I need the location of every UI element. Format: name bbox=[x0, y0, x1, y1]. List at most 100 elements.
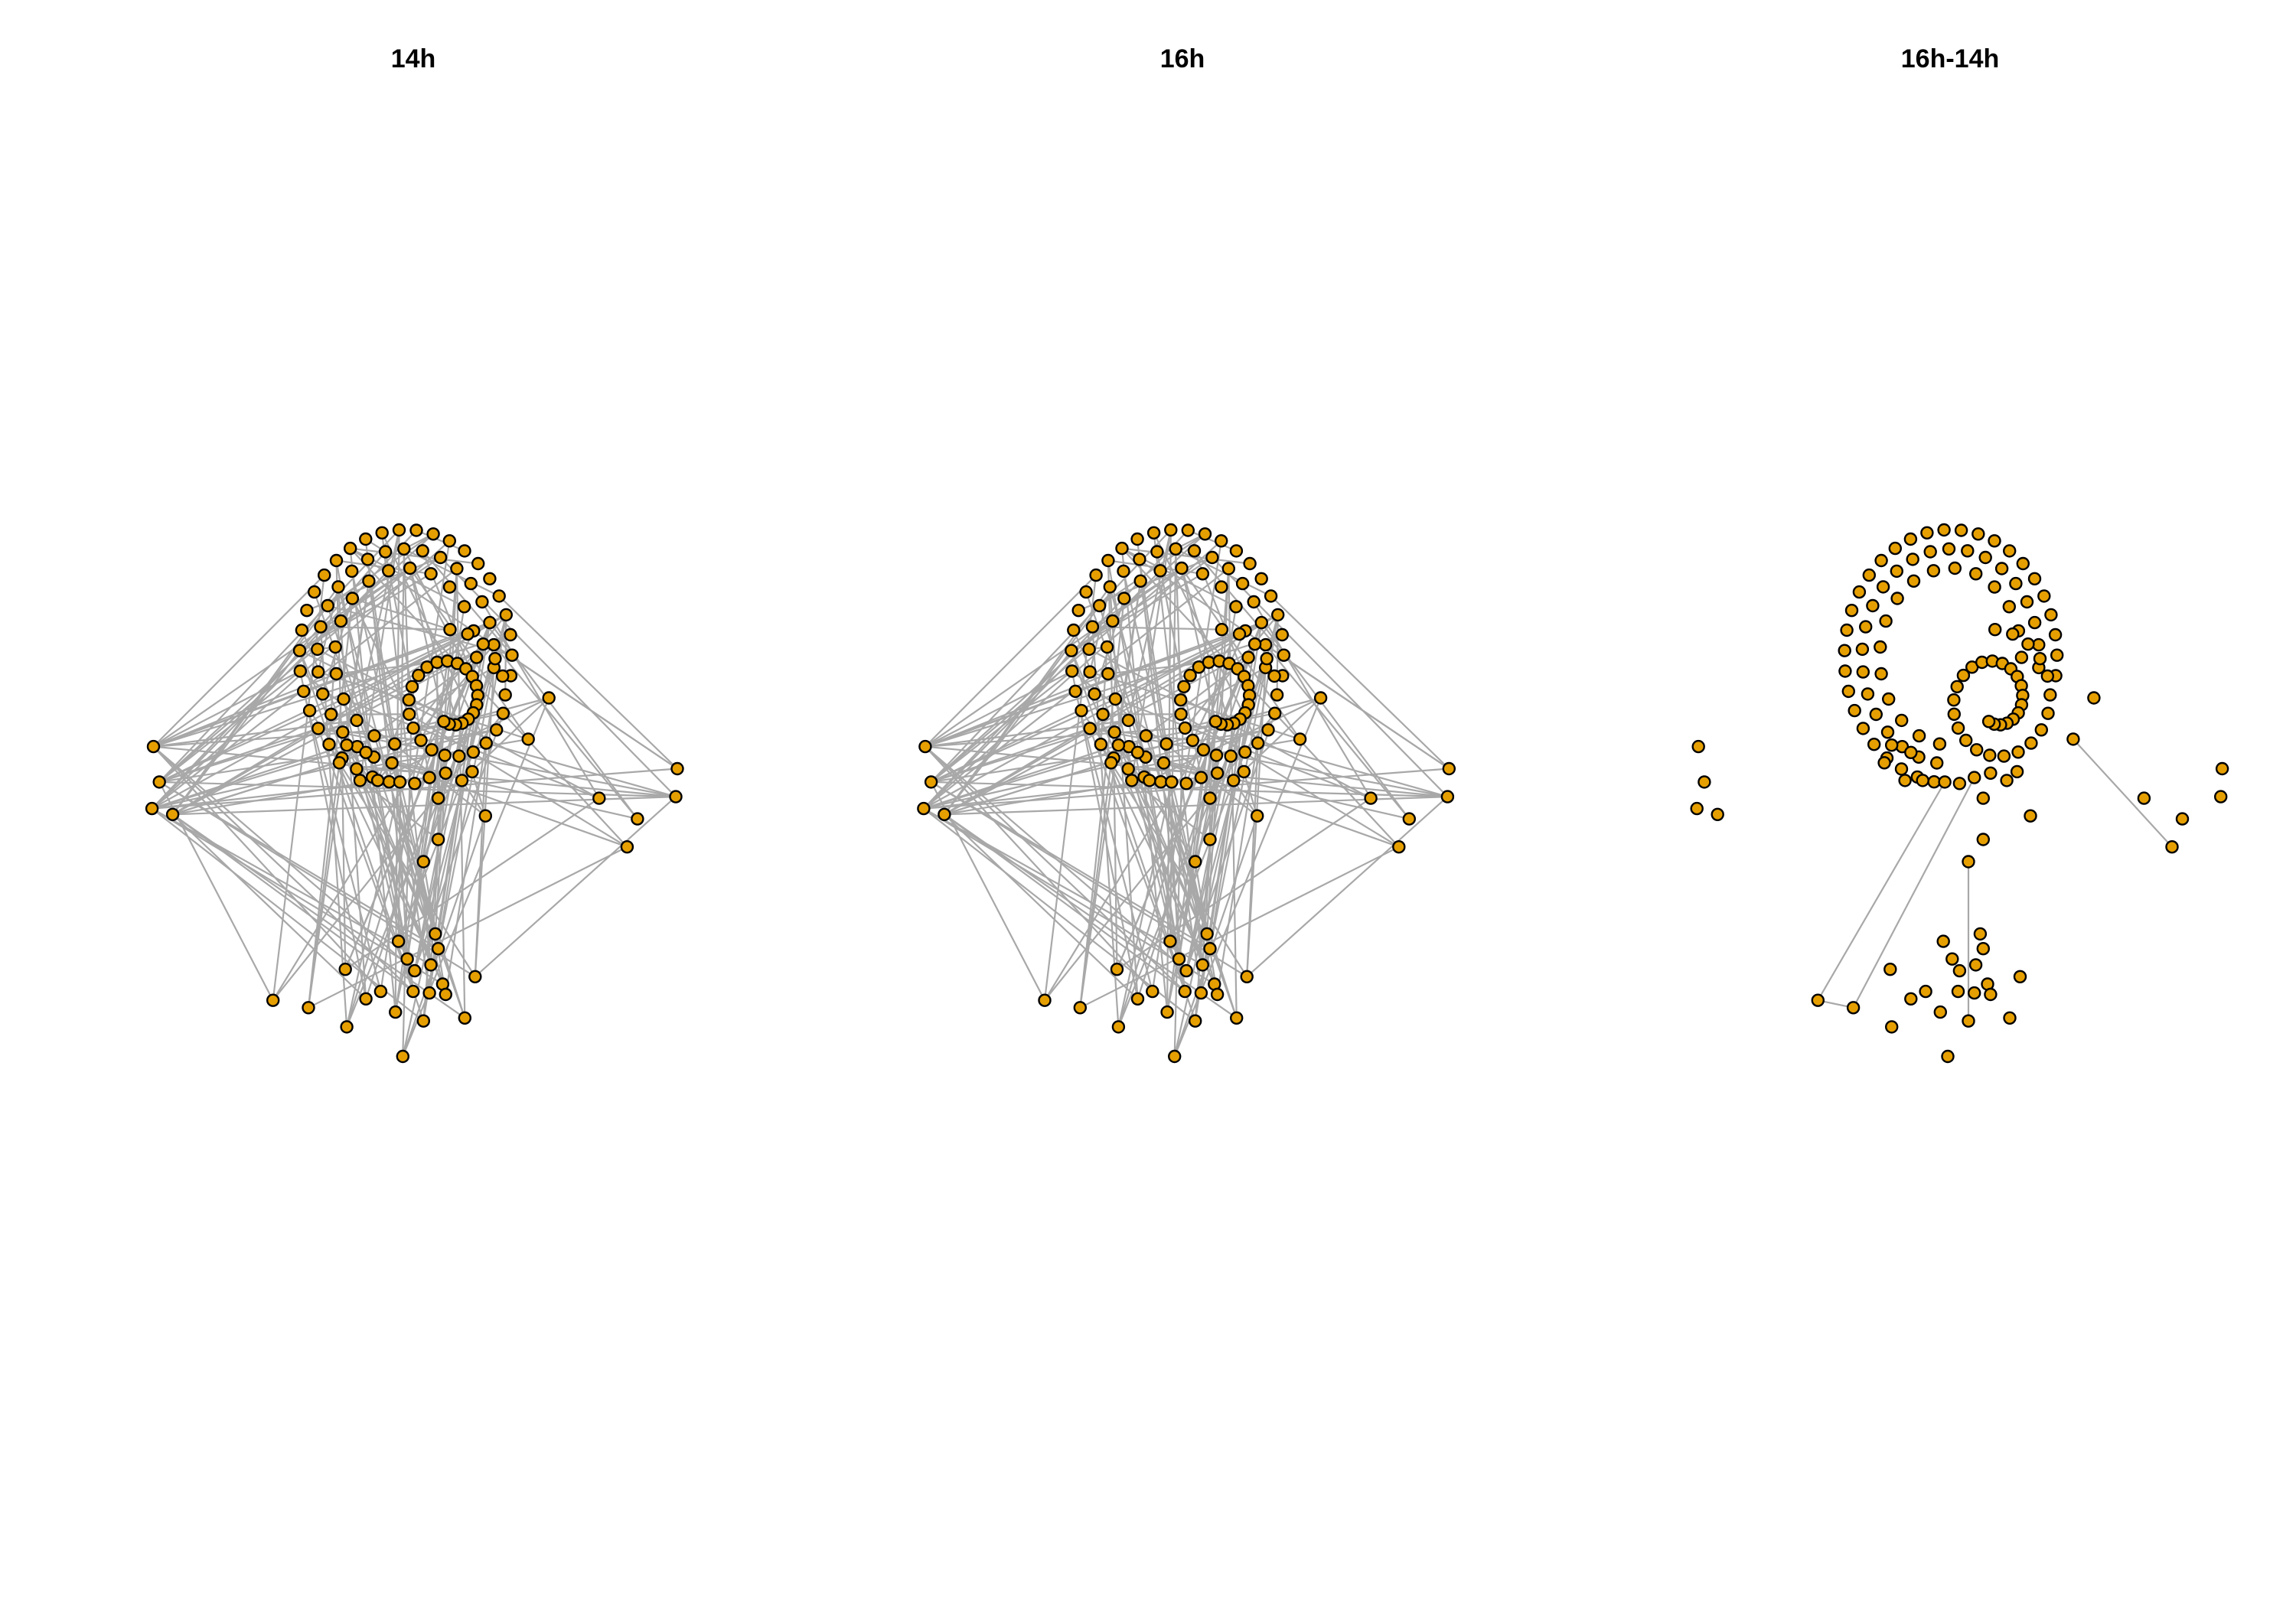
network-node bbox=[1981, 715, 1996, 729]
network-node bbox=[1984, 987, 1998, 1002]
network-node bbox=[367, 729, 381, 743]
network-panel-16h bbox=[917, 523, 1456, 1064]
network-node bbox=[1691, 739, 1705, 754]
network-node bbox=[2037, 589, 2051, 603]
network-node bbox=[382, 775, 396, 789]
network-node bbox=[324, 707, 338, 722]
network-node bbox=[1973, 927, 1988, 941]
network-node bbox=[416, 1014, 430, 1028]
network-edge bbox=[923, 807, 1215, 985]
network-node bbox=[322, 738, 336, 751]
network-node bbox=[1838, 664, 1852, 678]
network-node bbox=[393, 775, 407, 789]
network-node bbox=[2013, 970, 2027, 984]
network-node bbox=[2048, 627, 2063, 642]
network-node bbox=[328, 640, 342, 654]
network-edge bbox=[930, 529, 1172, 783]
network-node bbox=[152, 775, 166, 789]
network-edge bbox=[298, 572, 432, 652]
network-node bbox=[2006, 627, 2020, 641]
network-node bbox=[359, 532, 373, 546]
network-node bbox=[1101, 553, 1115, 568]
network-node bbox=[1270, 688, 1284, 702]
network-node bbox=[295, 623, 309, 637]
network-node bbox=[2165, 839, 2179, 854]
network-edge bbox=[403, 549, 410, 700]
network-edge bbox=[485, 742, 677, 798]
network-edge bbox=[944, 650, 1072, 815]
network-node bbox=[1876, 580, 1890, 594]
network-node bbox=[375, 526, 389, 539]
network-node bbox=[350, 713, 364, 728]
network-node bbox=[266, 993, 280, 1007]
network-node bbox=[1251, 736, 1265, 750]
network-edge bbox=[498, 595, 678, 770]
network-node bbox=[924, 775, 938, 789]
network-node bbox=[2215, 761, 2229, 776]
network-edge bbox=[1192, 630, 1247, 741]
network-node bbox=[1867, 738, 1881, 751]
network-node bbox=[408, 777, 422, 790]
network-edge bbox=[299, 650, 450, 725]
network-edge bbox=[420, 630, 475, 741]
network-node bbox=[438, 748, 452, 762]
network-edge bbox=[1264, 644, 1450, 770]
network-node bbox=[1254, 615, 1269, 630]
network-panel-14h bbox=[145, 523, 684, 1064]
network-edge bbox=[1107, 661, 1209, 675]
network-node bbox=[316, 687, 330, 701]
network-node bbox=[1855, 642, 1870, 657]
network-node bbox=[424, 958, 438, 972]
network-node bbox=[345, 564, 359, 579]
network-node bbox=[1898, 774, 1912, 787]
network-edge bbox=[413, 614, 507, 729]
network-edge bbox=[171, 813, 367, 1000]
network-edge bbox=[1081, 709, 1115, 759]
network-edge bbox=[493, 644, 638, 820]
network-node bbox=[1844, 604, 1859, 618]
network-node bbox=[406, 721, 420, 735]
network-node bbox=[1838, 644, 1851, 657]
network-node bbox=[1988, 623, 2002, 637]
network-edge bbox=[351, 598, 410, 715]
network-edge bbox=[402, 815, 487, 1057]
network-node bbox=[450, 562, 464, 575]
network-node bbox=[1195, 958, 1210, 972]
network-node bbox=[1164, 523, 1178, 537]
network-node bbox=[1107, 725, 1121, 739]
network-node bbox=[2175, 812, 2190, 826]
network-node bbox=[1121, 762, 1135, 776]
network-edge bbox=[1246, 796, 1449, 978]
network-node bbox=[2213, 790, 2228, 804]
network-edge bbox=[448, 568, 458, 725]
network-node bbox=[1874, 667, 1888, 681]
network-node bbox=[2020, 595, 2034, 609]
network-node bbox=[1261, 723, 1275, 737]
network-node bbox=[1277, 648, 1291, 662]
network-node bbox=[1187, 544, 1202, 558]
network-node bbox=[1874, 640, 1887, 654]
network-node bbox=[1711, 807, 1724, 822]
network-node bbox=[400, 952, 414, 966]
network-node bbox=[1121, 713, 1136, 728]
network-node bbox=[1083, 665, 1097, 679]
network-node bbox=[442, 534, 456, 548]
network-node bbox=[483, 572, 497, 585]
network-edge bbox=[1071, 556, 1213, 652]
network-node bbox=[1927, 775, 1941, 789]
network-node bbox=[422, 986, 436, 1000]
network-edge bbox=[1180, 667, 1267, 715]
network-node bbox=[1183, 668, 1197, 683]
network-node bbox=[1933, 1005, 1948, 1019]
network-node bbox=[1904, 992, 1918, 1006]
nodes bbox=[917, 523, 1456, 1064]
network-node bbox=[457, 600, 471, 614]
network-node bbox=[2087, 691, 2101, 705]
network-node bbox=[1690, 801, 1704, 816]
network-node bbox=[1932, 737, 1947, 751]
network-edge bbox=[152, 574, 325, 748]
network-node bbox=[1117, 592, 1131, 605]
network-edge bbox=[1121, 547, 1251, 565]
network-node bbox=[466, 745, 481, 759]
